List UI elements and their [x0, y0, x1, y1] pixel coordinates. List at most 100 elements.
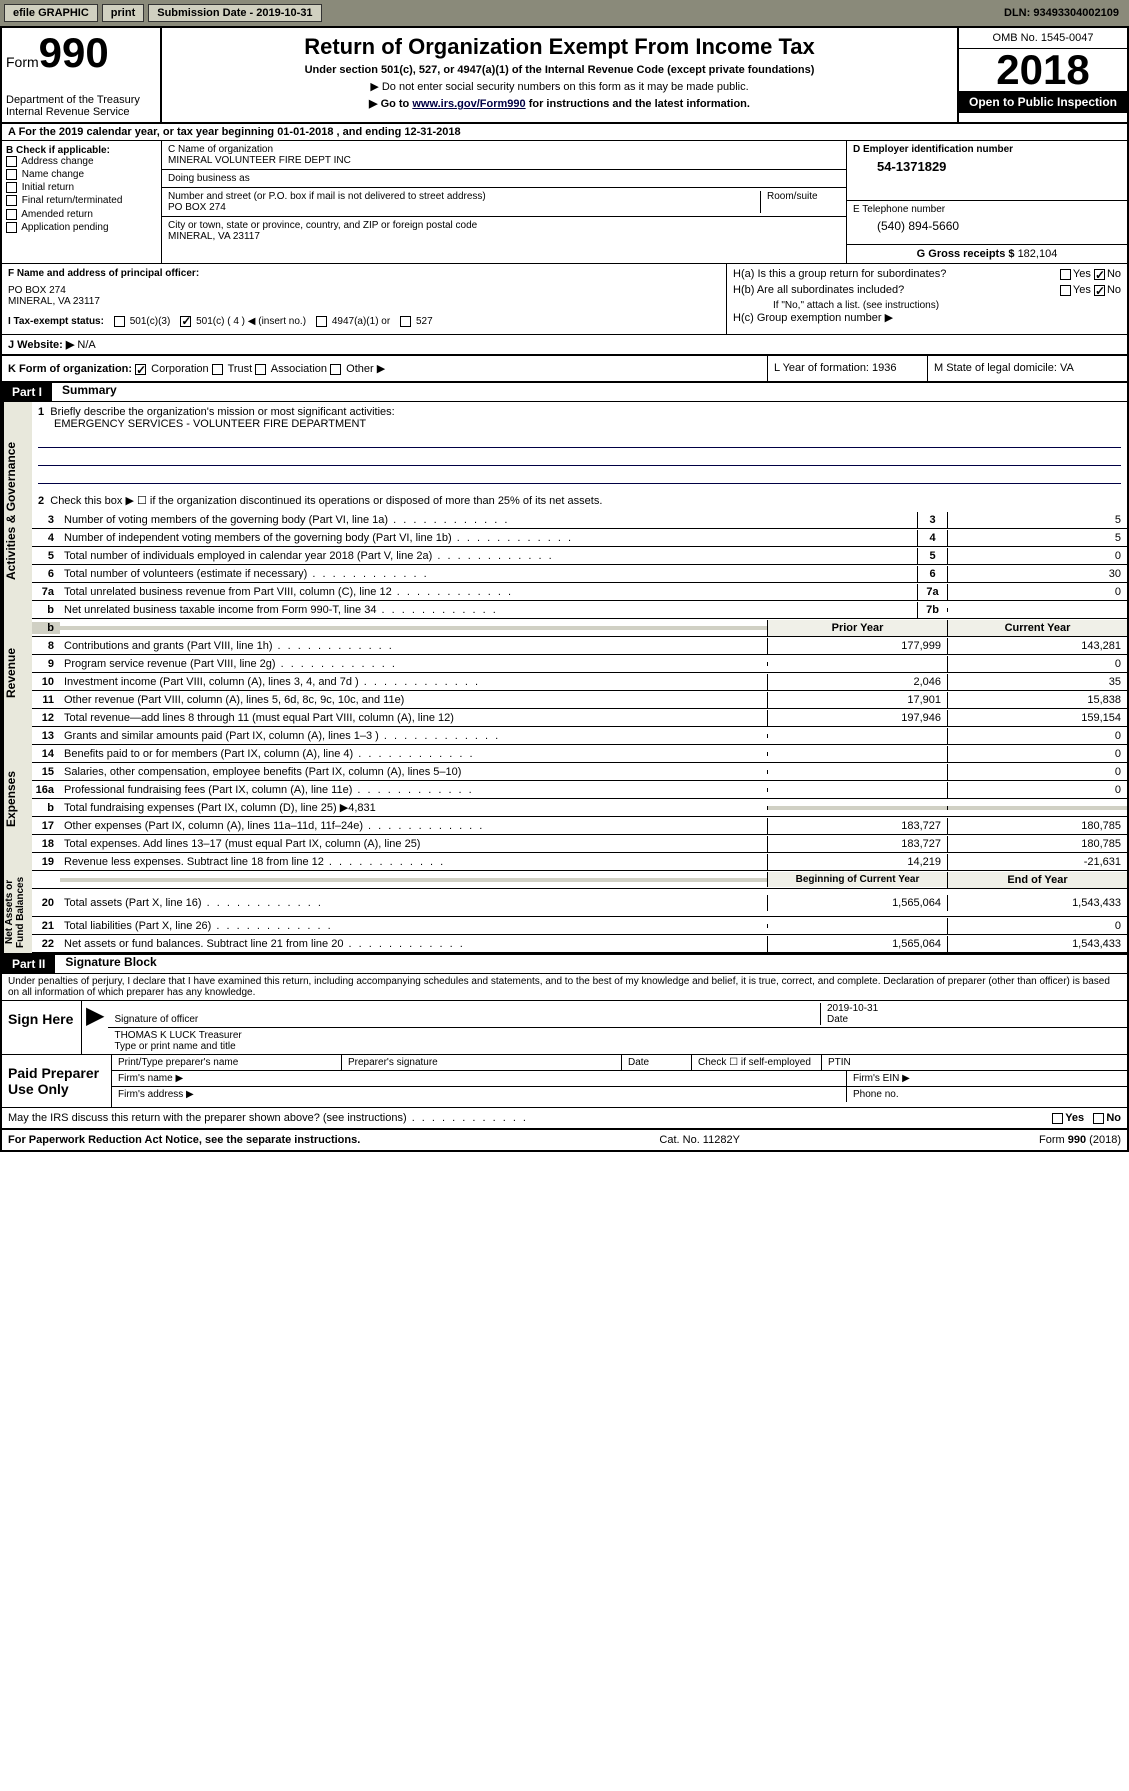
line22: Net assets or fund balances. Subtract li… — [60, 936, 767, 952]
hb-row: H(b) Are all subordinates included?Yes N… — [733, 284, 1121, 296]
goto-link-row: ▶ Go to www.irs.gov/Form990 for instruct… — [168, 97, 951, 110]
v3: 5 — [947, 512, 1127, 528]
form-title: Return of Organization Exempt From Incom… — [168, 34, 951, 60]
b-label: B Check if applicable: — [6, 145, 157, 156]
check-association[interactable]: Association — [255, 363, 327, 375]
side-governance: Activities & Governance — [2, 402, 32, 619]
v5: 0 — [947, 548, 1127, 564]
revenue-section: Revenue bPrior YearCurrent Year 8Contrib… — [2, 619, 1127, 727]
inspection-badge: Open to Public Inspection — [959, 91, 1127, 113]
line5: Total number of individuals employed in … — [60, 548, 917, 564]
line7a: Total unrelated business revenue from Pa… — [60, 584, 917, 600]
check-501c[interactable]: 501(c) ( 4 ) ◀ (insert no.) — [180, 316, 306, 327]
check-corporation[interactable]: Corporation — [135, 363, 209, 375]
prep-date-label: Date — [622, 1055, 692, 1070]
paid-preparer-row: Paid Preparer Use Only Print/Type prepar… — [2, 1055, 1127, 1108]
netassets-section: Net Assets or Fund Balances Beginning of… — [2, 871, 1127, 955]
part1-header: Part I Summary — [2, 383, 1127, 402]
check-self-employed[interactable]: Check ☐ if self-employed — [692, 1055, 822, 1070]
part2-header: Part II Signature Block — [2, 955, 1127, 974]
irs-link[interactable]: www.irs.gov/Form990 — [412, 98, 525, 110]
officer-addr: PO BOX 274 MINERAL, VA 23117 — [8, 285, 720, 307]
check-name-change[interactable]: Name change — [6, 169, 157, 180]
state-domicile: M State of legal domicile: VA — [927, 356, 1127, 381]
prep-sig-label: Preparer's signature — [342, 1055, 622, 1070]
check-amended-return[interactable]: Amended return — [6, 209, 157, 220]
v6: 30 — [947, 566, 1127, 582]
check-other[interactable]: Other ▶ — [330, 363, 385, 375]
line6: Total number of volunteers (estimate if … — [60, 566, 917, 582]
pra-notice: For Paperwork Reduction Act Notice, see … — [8, 1134, 360, 1146]
form-footer: Form 990 (2018) — [1039, 1134, 1121, 1146]
check-501c3[interactable]: 501(c)(3) — [114, 316, 170, 327]
addr-label: Number and street (or P.O. box if mail i… — [168, 191, 760, 202]
prior-year-hdr: Prior Year — [767, 620, 947, 636]
line1-label: Briefly describe the organization's miss… — [50, 406, 394, 418]
line14: Benefits paid to or for members (Part IX… — [60, 746, 767, 762]
footer: For Paperwork Reduction Act Notice, see … — [2, 1130, 1127, 1150]
check-trust[interactable]: Trust — [212, 363, 253, 375]
ssn-notice: ▶ Do not enter social security numbers o… — [168, 80, 951, 93]
check-final-return[interactable]: Final return/terminated — [6, 195, 157, 206]
firm-addr-label: Firm's address ▶ — [112, 1087, 847, 1102]
v7b — [947, 608, 1127, 612]
ptin-label: PTIN — [822, 1055, 1127, 1070]
ein-label: D Employer identification number — [853, 144, 1121, 155]
check-4947[interactable]: 4947(a)(1) or — [316, 316, 390, 327]
ha-row: H(a) Is this a group return for subordin… — [733, 268, 1121, 280]
line17: Other expenses (Part IX, column (A), lin… — [60, 818, 767, 834]
cat-number: Cat. No. 11282Y — [659, 1134, 740, 1146]
department-label: Department of the Treasury Internal Reve… — [6, 94, 156, 118]
type-name-label: Type or print name and title — [114, 1041, 235, 1052]
line12: Total revenue—add lines 8 through 11 (mu… — [60, 710, 767, 726]
officer-name-title: THOMAS K LUCK Treasurer — [114, 1030, 241, 1041]
form-subtitle: Under section 501(c), 527, or 4947(a)(1)… — [168, 64, 951, 76]
addr-value: PO BOX 274 — [168, 202, 760, 213]
year-formation: L Year of formation: 1936 — [767, 356, 927, 381]
side-expenses: Expenses — [2, 727, 32, 871]
dln-label: DLN: 93493304002109 — [1004, 7, 1119, 19]
v4: 5 — [947, 530, 1127, 546]
paid-preparer-label: Paid Preparer Use Only — [2, 1055, 112, 1107]
i-label: I Tax-exempt status: — [8, 316, 104, 327]
phone-value: (540) 894-5660 — [853, 215, 1121, 233]
line20: Total assets (Part X, line 16) — [60, 895, 767, 911]
receipts-label: G Gross receipts $ — [917, 248, 1018, 260]
current-year-hdr: Current Year — [947, 620, 1127, 636]
print-button[interactable]: print — [102, 4, 144, 22]
toolbar: efile GRAPHIC print Submission Date - 20… — [0, 0, 1129, 26]
form-word: Form — [6, 54, 39, 70]
hb-note: If "No," attach a list. (see instruction… — [733, 300, 1121, 311]
mission-line — [38, 470, 1121, 484]
form-number: 990 — [39, 29, 109, 76]
check-address-change[interactable]: Address change — [6, 156, 157, 167]
line3: Number of voting members of the governin… — [60, 512, 917, 528]
period-row: A For the 2019 calendar year, or tax yea… — [2, 124, 1127, 141]
mission-line — [38, 434, 1121, 448]
k-row: K Form of organization: Corporation Trus… — [2, 356, 1127, 383]
perjury-statement: Under penalties of perjury, I declare th… — [2, 974, 1127, 1000]
ein-value: 54-1371829 — [853, 155, 1121, 174]
sig-date-value: 2019-10-31 — [827, 1003, 878, 1014]
form-990: Form990 Department of the Treasury Inter… — [0, 26, 1129, 1152]
city-value: MINERAL, VA 23117 — [168, 231, 840, 242]
discuss-row: May the IRS discuss this return with the… — [2, 1108, 1127, 1130]
receipts-value: 182,104 — [1018, 248, 1058, 260]
line2-label: Check this box ▶ ☐ if the organization d… — [50, 495, 602, 507]
line8: Contributions and grants (Part VIII, lin… — [60, 638, 767, 654]
expenses-section: Expenses 13Grants and similar amounts pa… — [2, 727, 1127, 871]
website-row: J Website: ▶ N/A — [2, 335, 1127, 356]
line4: Number of independent voting members of … — [60, 530, 917, 546]
efile-button[interactable]: efile GRAPHIC — [4, 4, 98, 22]
side-revenue: Revenue — [2, 619, 32, 727]
sign-here-row: Sign Here ▶ Signature of officer 2019-10… — [2, 1000, 1127, 1055]
line15: Salaries, other compensation, employee b… — [60, 764, 767, 780]
firm-name-label: Firm's name ▶ — [112, 1071, 847, 1086]
sign-arrow-icon: ▶ — [82, 1001, 108, 1054]
check-application-pending[interactable]: Application pending — [6, 222, 157, 233]
sign-here-label: Sign Here — [2, 1001, 82, 1054]
check-527[interactable]: 527 — [400, 316, 432, 327]
line11: Other revenue (Part VIII, column (A), li… — [60, 692, 767, 708]
check-initial-return[interactable]: Initial return — [6, 182, 157, 193]
org-name: MINERAL VOLUNTEER FIRE DEPT INC — [168, 155, 840, 166]
